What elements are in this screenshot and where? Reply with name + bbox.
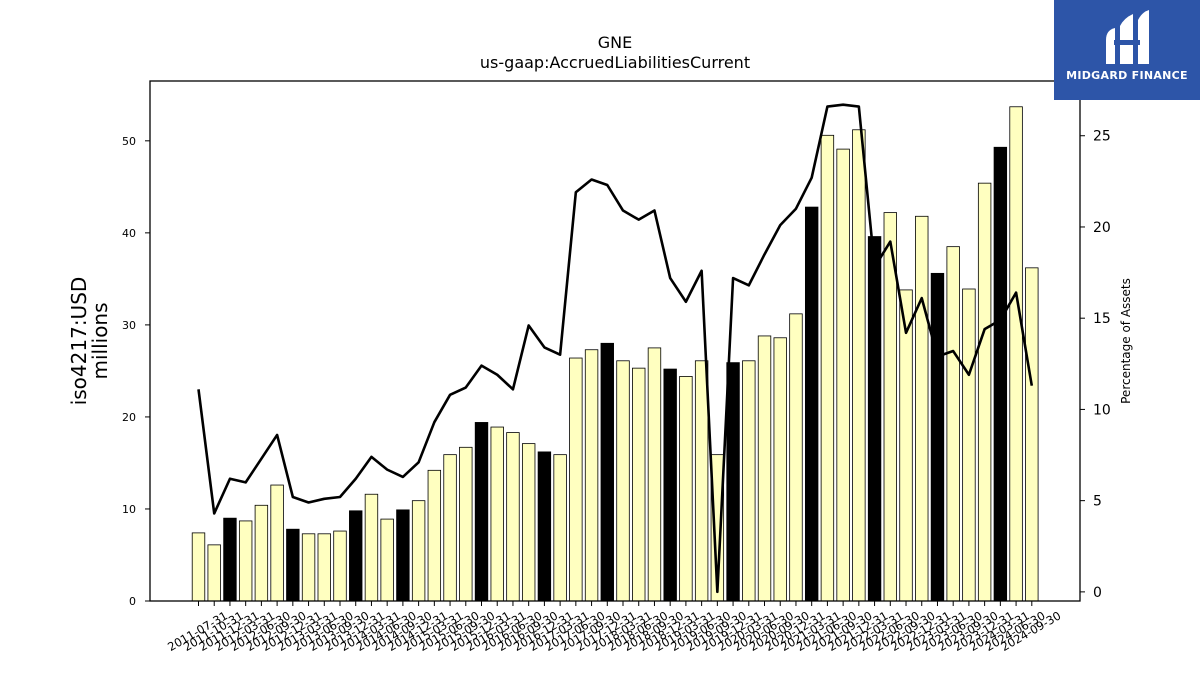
bar xyxy=(474,422,489,602)
y2-tick-label: 5 xyxy=(1093,494,1102,510)
bar xyxy=(694,360,709,602)
bar xyxy=(742,360,756,602)
y-tick-label: 10 xyxy=(122,503,136,516)
bar xyxy=(506,432,520,602)
bar xyxy=(679,376,693,602)
bar xyxy=(238,520,253,602)
bar xyxy=(333,530,347,602)
bars-layer xyxy=(191,106,1039,602)
bar xyxy=(946,246,960,602)
y2-tick-label: 10 xyxy=(1093,402,1111,418)
bar xyxy=(521,443,536,602)
plot-frame xyxy=(149,80,1081,602)
bar xyxy=(223,517,237,602)
y-tick-label: 30 xyxy=(122,319,136,332)
bar xyxy=(852,129,866,602)
percentage-line xyxy=(197,103,1034,594)
bar xyxy=(773,337,787,602)
bar xyxy=(867,236,882,602)
chart-subtitle: us-gaap:AccruedLiabilitiesCurrent xyxy=(480,53,750,72)
bar xyxy=(411,500,426,602)
bar xyxy=(977,182,992,602)
bar xyxy=(647,347,662,602)
bar xyxy=(254,504,269,602)
x-axis: 2011-07-312011-10-312011-12-312012-03-31… xyxy=(165,601,1063,654)
bar xyxy=(364,493,379,602)
bar xyxy=(286,528,300,602)
y-tick-label: 50 xyxy=(122,135,136,148)
brand-logo: MIDGARD FINANCE xyxy=(1054,0,1200,100)
bar xyxy=(915,215,929,602)
bar xyxy=(663,368,677,602)
y-tick-label: 20 xyxy=(122,411,136,424)
line-layer xyxy=(197,103,1034,594)
y2-tick-label: 20 xyxy=(1093,220,1111,236)
bar xyxy=(836,148,850,602)
bar xyxy=(930,272,945,602)
bar xyxy=(396,509,410,602)
bar xyxy=(1009,106,1023,602)
bar xyxy=(584,349,599,602)
bar xyxy=(270,484,284,602)
bar xyxy=(317,533,331,602)
y-axis-label-line1: iso4217:USD xyxy=(67,277,91,406)
bar xyxy=(191,532,206,602)
bar xyxy=(616,360,630,602)
midgard-logo-icon xyxy=(1106,10,1149,64)
y2-tick-label: 25 xyxy=(1093,129,1111,145)
bar xyxy=(207,544,221,602)
bar xyxy=(490,426,504,602)
bar xyxy=(553,454,567,602)
bar xyxy=(726,362,740,602)
y2-tick-label: 15 xyxy=(1093,311,1111,327)
bar xyxy=(600,342,614,602)
bar xyxy=(537,451,552,602)
bar xyxy=(820,134,835,602)
bar xyxy=(349,510,363,602)
bar xyxy=(757,335,772,602)
bar xyxy=(1025,267,1039,602)
bar xyxy=(427,469,442,602)
chart-title: GNE xyxy=(598,33,632,52)
y-axis-left: 0 10 20 30 40 50 xyxy=(122,135,150,608)
y-tick-label: 40 xyxy=(122,227,136,240)
y2-tick-label: 0 xyxy=(1093,585,1102,601)
bar xyxy=(804,206,819,602)
bar xyxy=(899,289,913,602)
y-axis-right: 0 5 10 15 20 25 xyxy=(1080,129,1111,601)
bar xyxy=(789,313,803,602)
y-tick-label: 0 xyxy=(129,595,136,608)
bar xyxy=(993,146,1008,602)
bar xyxy=(380,518,394,602)
bar xyxy=(632,367,646,602)
y-axis-label-line2: millions xyxy=(88,302,112,379)
brand-name: MIDGARD FINANCE xyxy=(1066,69,1188,82)
bar xyxy=(301,533,316,602)
bar xyxy=(569,357,583,602)
y2-axis-label: Percentage of Assets xyxy=(1119,278,1133,404)
bar xyxy=(962,288,976,602)
bar xyxy=(443,454,457,602)
bar xyxy=(459,446,473,602)
